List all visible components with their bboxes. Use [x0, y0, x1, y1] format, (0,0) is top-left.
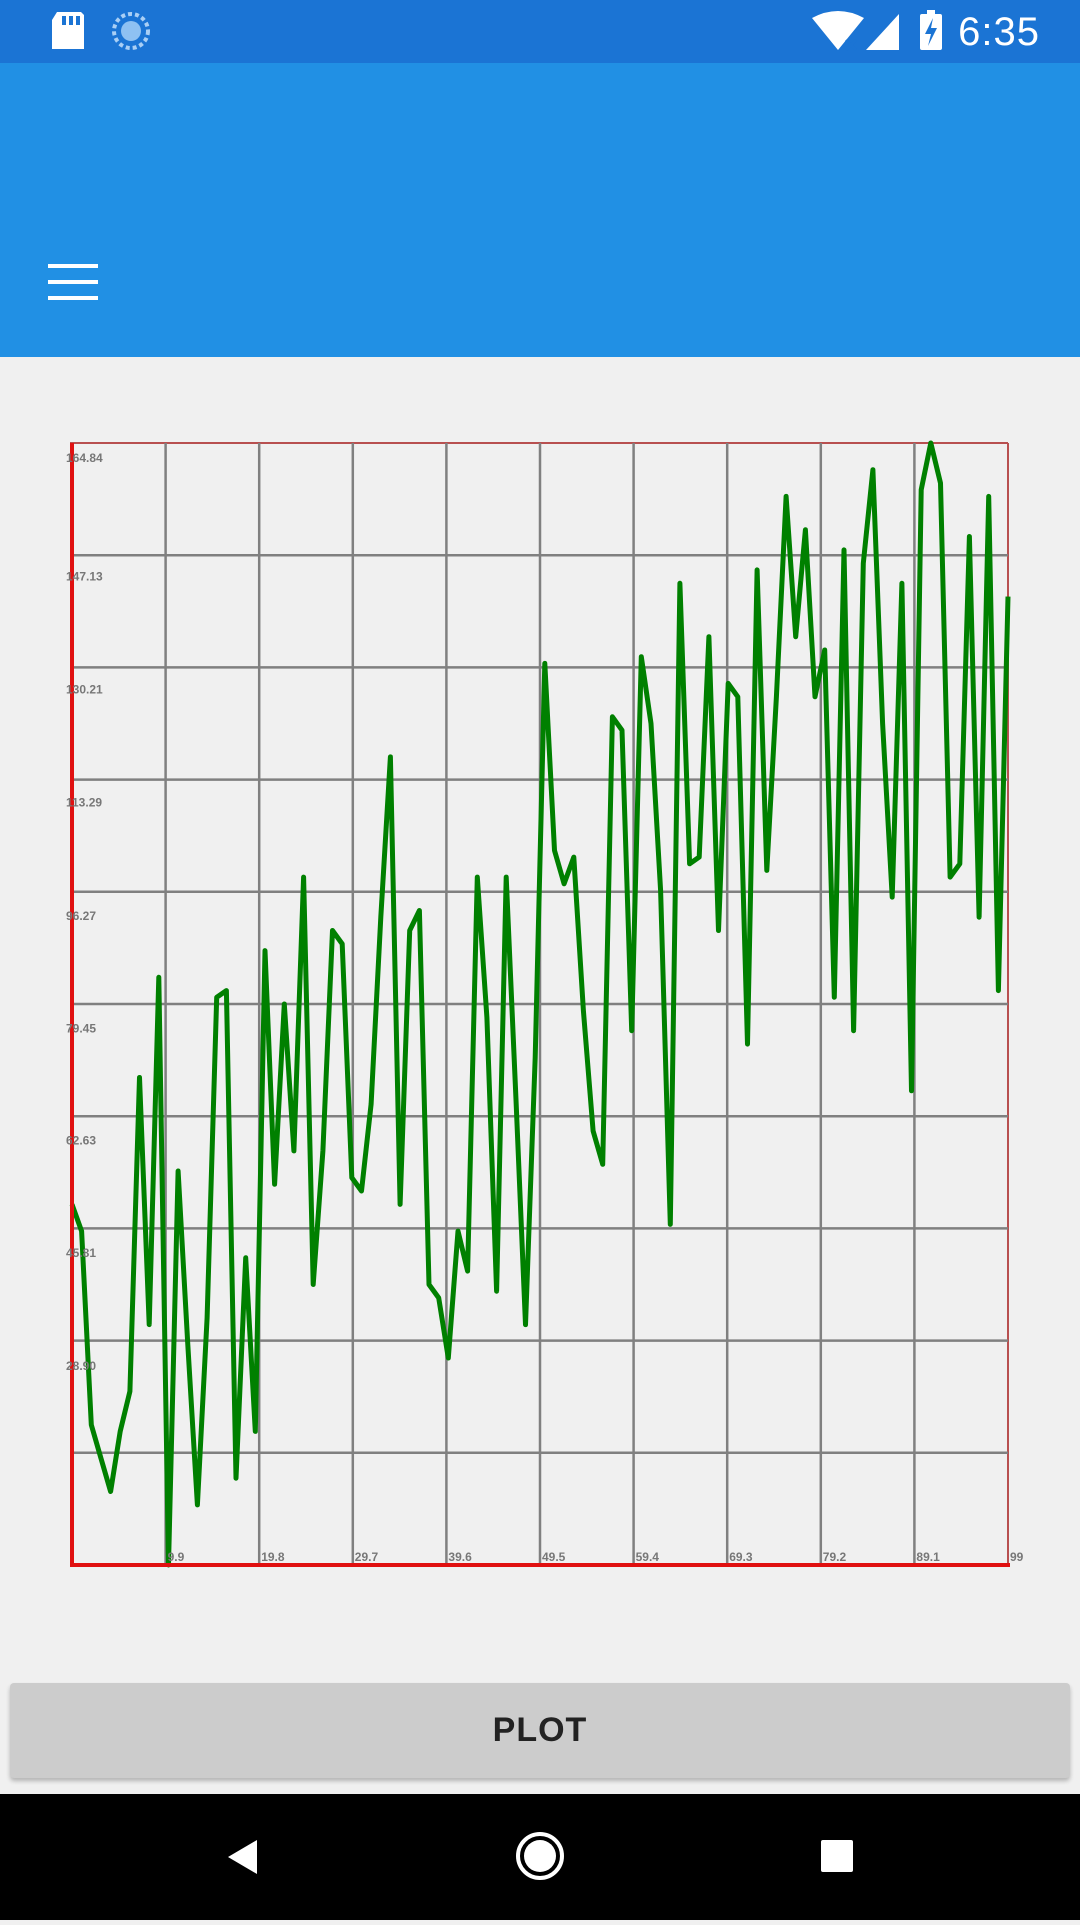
- y-tick-label: 96.27: [66, 909, 96, 923]
- x-tick-label: 79.2: [823, 1550, 847, 1564]
- x-tick-label: 49.5: [542, 1550, 566, 1564]
- content-area: 28.90 45.81 62.63 79.45 96.27 113.29 130.21 147…: [0, 357, 1080, 1650]
- status-icons: [52, 10, 942, 52]
- y-tick-label: 62.63: [66, 1134, 96, 1148]
- home-button[interactable]: [480, 1794, 600, 1920]
- chart-grid: [72, 443, 1008, 1565]
- sd-card-icon: [52, 12, 84, 49]
- x-tick-label: 59.4: [636, 1550, 660, 1564]
- menu-button[interactable]: [36, 250, 108, 314]
- status-bar: 6:35: [0, 0, 1080, 63]
- navigation-bar: [0, 1794, 1080, 1920]
- plot-button[interactable]: PLOT: [10, 1683, 1070, 1778]
- x-tick-label: 29.7: [355, 1550, 379, 1564]
- sync-icon: [112, 12, 150, 50]
- y-tick-label: 45.81: [66, 1246, 96, 1260]
- back-icon: [228, 1840, 257, 1874]
- y-tick-label: 28.90: [66, 1359, 96, 1373]
- x-tick-labels: 9.9 19.8 29.7 39.6 49.5 59.4 69.3 79.2 89.1 99: [168, 1550, 1024, 1564]
- series-line: [69, 440, 1011, 1568]
- back-button[interactable]: [183, 1794, 303, 1920]
- home-icon: [516, 1832, 564, 1880]
- y-tick-label: 164.84: [66, 451, 103, 465]
- y-tick-label: 79.45: [66, 1021, 96, 1035]
- x-tick-label: 89.1: [916, 1550, 940, 1564]
- y-tick-label: 113.29: [66, 795, 102, 809]
- x-tick-label: 9.9: [168, 1550, 185, 1564]
- x-tick-label: 69.3: [729, 1550, 753, 1564]
- wifi-icon: [812, 11, 864, 52]
- x-tick-label: 19.8: [261, 1550, 285, 1564]
- line-chart: 28.90 45.81 62.63 79.45 96.27 113.29 130.21 147…: [66, 440, 1024, 1568]
- chart-series: [69, 440, 1011, 1568]
- battery-charging-icon: [920, 10, 942, 50]
- hamburger-menu-icon: [48, 264, 98, 300]
- recents-button[interactable]: [777, 1794, 897, 1920]
- y-tick-label: 130.21: [66, 682, 103, 696]
- y-tick-labels: 28.90 45.81 62.63 79.45 96.27 113.29 130.21 147…: [66, 451, 103, 1373]
- y-tick-label: 147.13: [66, 569, 103, 583]
- x-tick-label: 39.6: [448, 1550, 472, 1564]
- recents-icon: [821, 1840, 853, 1872]
- signal-icon: [866, 14, 899, 50]
- status-clock: 6:35: [958, 10, 1040, 54]
- app-bar: [0, 63, 1080, 357]
- x-tick-label: 99: [1010, 1550, 1024, 1564]
